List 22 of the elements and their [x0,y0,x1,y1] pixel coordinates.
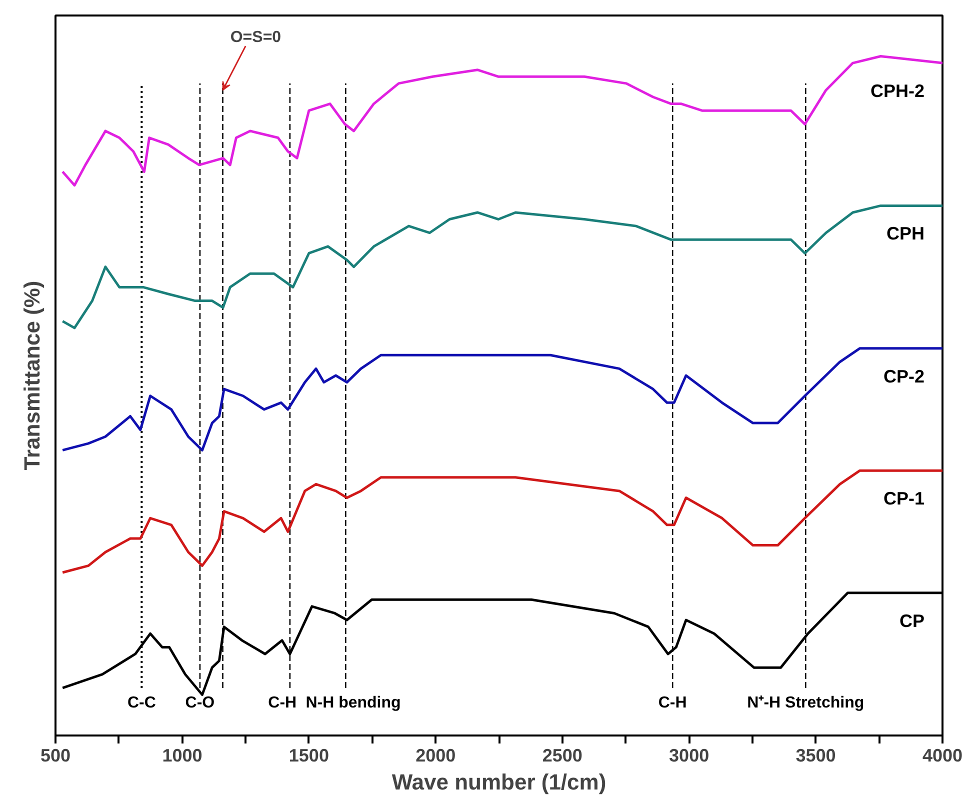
x-tick-label: 2500 [542,746,582,766]
x-tick-label: 3000 [669,746,710,766]
annotation: O=S=0 [230,29,282,46]
x-tick-label: 3500 [796,746,836,766]
x-tick-label: 2000 [416,746,456,766]
x-tick-label: 1500 [288,746,329,766]
ref-line-label: N⁺-H Stretching [747,694,864,712]
series-label: CP-1 [883,488,925,509]
ref-line-label: C-C [127,694,156,712]
ref-line-label: N-H bending [306,694,401,712]
ref-line-label: C-H [268,694,297,712]
x-tick-label: 1000 [162,746,202,766]
x-tick-label: 500 [40,746,71,766]
series-label: CP-2 [883,366,925,386]
ref-line-label: C-O [185,694,215,712]
series-label: CP [899,610,925,631]
series-label: CPH [886,224,925,244]
x-tick-label: 4000 [922,746,963,766]
ref-line-label: C-H [658,694,687,712]
x-axis-title: Wave number (1/cm) [392,770,606,794]
y-axis-title: Transmittance (%) [20,280,44,470]
series-label: CPH-2 [870,81,925,102]
